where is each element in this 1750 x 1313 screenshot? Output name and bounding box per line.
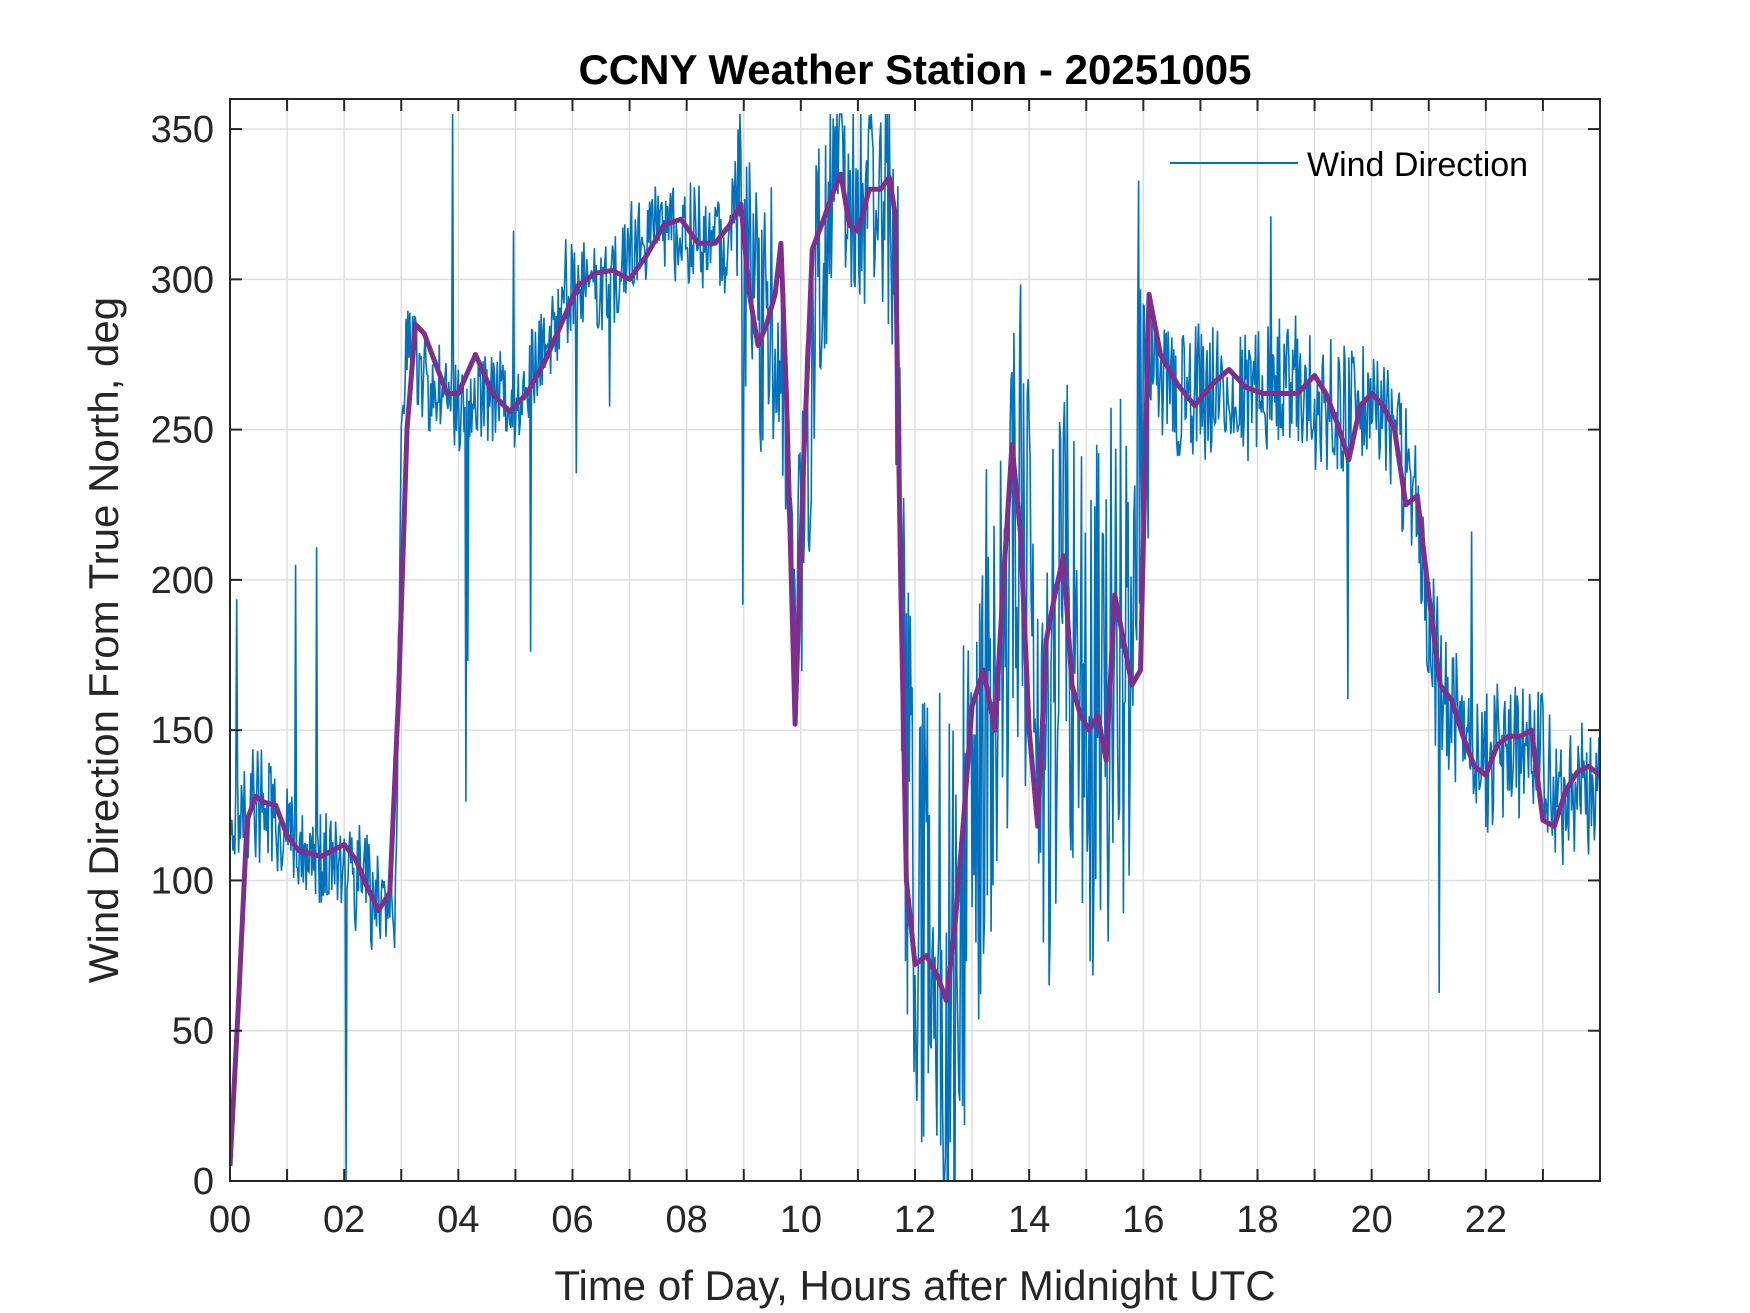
x-tick-label: 14 (1008, 1199, 1050, 1241)
x-tick-label: 00 (209, 1199, 251, 1241)
y-tick-label: 0 (193, 1161, 214, 1203)
y-tick-label: 50 (172, 1011, 214, 1053)
y-tick-label: 350 (151, 109, 214, 151)
series-line-wind-direction (230, 113, 1600, 1181)
x-tick-label: 12 (894, 1199, 936, 1241)
series-line-smoothed (230, 171, 1600, 1167)
x-tick-label: 22 (1465, 1199, 1507, 1241)
y-tick-label: 250 (151, 410, 214, 452)
x-tick-label: 16 (1122, 1199, 1164, 1241)
y-tick-label: 200 (151, 560, 214, 602)
y-axis-title: Wind Direction From True North, deg (80, 297, 127, 983)
x-axis-title: Time of Day, Hours after Midnight UTC (554, 1262, 1275, 1309)
x-tick-label: 08 (666, 1199, 708, 1241)
x-tick-label: 20 (1351, 1199, 1393, 1241)
ticks: 00 02 04 06 08 10 12 14 16 18 20 22 0 50 100 150 200 250 3… (151, 99, 1600, 1241)
x-tick-label: 10 (780, 1199, 822, 1241)
y-tick-label: 100 (151, 860, 214, 902)
chart-title: CCNY Weather Station - 20251005 (578, 46, 1251, 93)
x-tick-label: 18 (1236, 1199, 1278, 1241)
series-layer (230, 113, 1600, 1181)
x-tick-label: 06 (551, 1199, 593, 1241)
x-tick-label: 02 (323, 1199, 365, 1241)
x-tick-label: 04 (437, 1199, 479, 1241)
y-tick-label: 300 (151, 259, 214, 301)
legend-label-wind-direction: Wind Direction (1307, 146, 1528, 184)
y-tick-label: 150 (151, 710, 214, 752)
legend: Wind Direction (1170, 146, 1528, 184)
